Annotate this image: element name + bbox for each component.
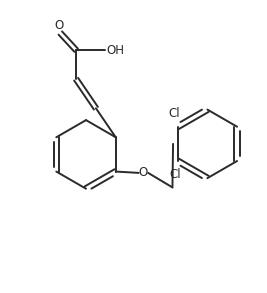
Text: Cl: Cl xyxy=(168,107,179,120)
Text: O: O xyxy=(54,19,64,32)
Text: O: O xyxy=(139,166,148,179)
Text: OH: OH xyxy=(107,44,124,57)
Text: Cl: Cl xyxy=(169,168,181,180)
